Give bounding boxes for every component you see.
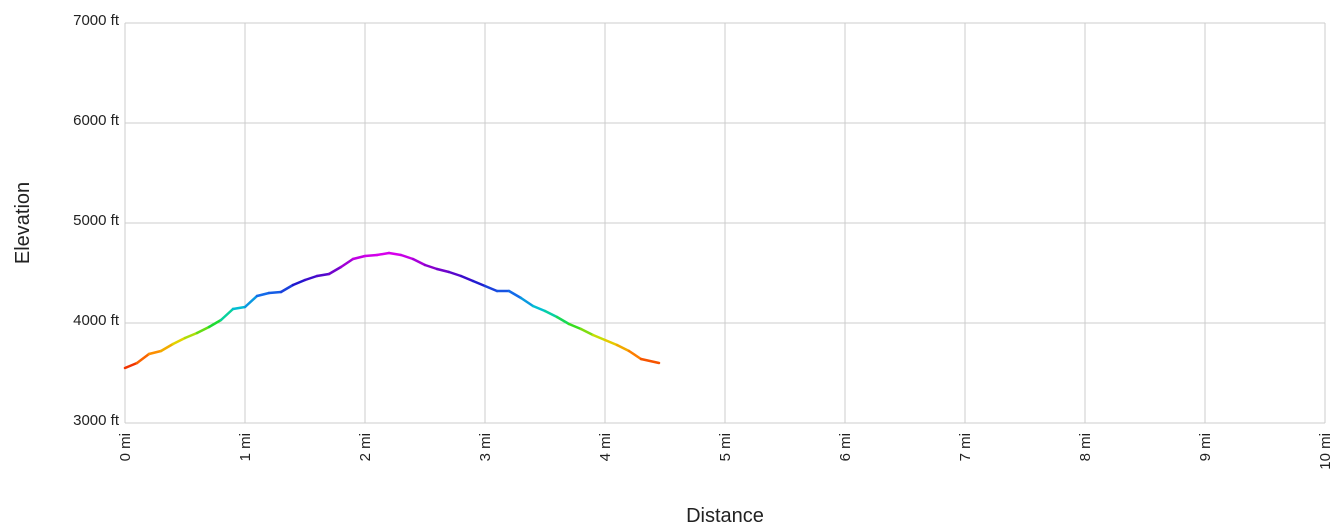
x-tick-label: 5 mi <box>717 433 734 461</box>
x-axis-title: Distance <box>686 505 764 527</box>
elevation-segment <box>303 274 319 282</box>
x-tick-label: 10 mi <box>1317 433 1334 470</box>
elevation-segment <box>183 331 199 340</box>
elevation-segment <box>507 289 523 300</box>
elevation-segment <box>579 327 595 337</box>
elevation-segment <box>459 274 475 283</box>
elevation-segment <box>519 296 535 308</box>
y-tick-label: 5000 ft <box>73 212 120 229</box>
x-tick-label: 4 mi <box>597 433 614 461</box>
y-tick-label: 7000 ft <box>73 12 120 29</box>
x-tick-label: 0 mi <box>117 433 134 461</box>
grid-lines <box>124 22 1326 424</box>
x-tick-label: 2 mi <box>357 433 374 461</box>
x-tick-label: 7 mi <box>957 433 974 461</box>
elevation-segment <box>135 352 151 365</box>
elevation-segment <box>435 267 451 274</box>
elevation-segment <box>243 294 259 309</box>
elevation-segment <box>603 338 619 347</box>
elevation-segment <box>375 251 391 257</box>
elevation-segment <box>555 315 571 326</box>
elevation-segment <box>567 322 583 331</box>
elevation-segment <box>615 343 631 353</box>
elevation-segment <box>231 305 247 311</box>
elevation-segment <box>291 278 307 287</box>
elevation-segment <box>399 253 415 261</box>
elevation-segment <box>255 291 271 298</box>
elevation-segment <box>267 290 283 295</box>
y-tick-label: 6000 ft <box>73 112 120 129</box>
x-tick-label: 1 mi <box>237 433 254 461</box>
elevation-segment <box>147 349 163 356</box>
y-tick-label: 4000 ft <box>73 312 120 329</box>
elevation-segment <box>627 349 643 361</box>
elevation-segment <box>387 251 403 257</box>
y-axis-ticks: 3000 ft 4000 ft 5000 ft 6000 ft 7000 ft <box>73 12 120 429</box>
elevation-segment <box>447 270 463 278</box>
elevation-segment <box>351 254 367 261</box>
elevation-segment <box>483 284 499 293</box>
elevation-segment <box>531 304 547 313</box>
x-axis-ticks: 0 mi 1 mi 2 mi 3 mi 4 mi 5 mi 6 mi 7 mi 8 mi 9 mi… <box>117 433 1334 470</box>
elevation-segment <box>315 272 331 278</box>
y-axis-title: Elevation <box>12 182 34 264</box>
elevation-segment <box>171 336 187 346</box>
elevation-segment <box>279 283 295 294</box>
elevation-series <box>123 251 661 370</box>
x-tick-label: 8 mi <box>1077 433 1094 461</box>
x-tick-label: 9 mi <box>1197 433 1214 461</box>
elevation-segment <box>195 325 211 335</box>
elevation-segment <box>339 257 355 269</box>
elevation-segment <box>207 318 223 329</box>
elevation-segment <box>411 257 427 267</box>
x-tick-label: 3 mi <box>477 433 494 461</box>
elevation-segment <box>471 279 487 288</box>
elevation-segment <box>423 263 439 271</box>
elevation-segment <box>639 357 661 365</box>
elevation-segment <box>363 253 379 258</box>
y-tick-label: 3000 ft <box>73 412 120 429</box>
elevation-segment <box>591 333 607 342</box>
elevation-segment <box>219 307 235 322</box>
elevation-segment <box>543 309 559 319</box>
elevation-segment <box>159 342 175 353</box>
elevation-segment <box>327 265 343 276</box>
x-tick-label: 6 mi <box>837 433 854 461</box>
elevation-segment <box>123 361 139 370</box>
